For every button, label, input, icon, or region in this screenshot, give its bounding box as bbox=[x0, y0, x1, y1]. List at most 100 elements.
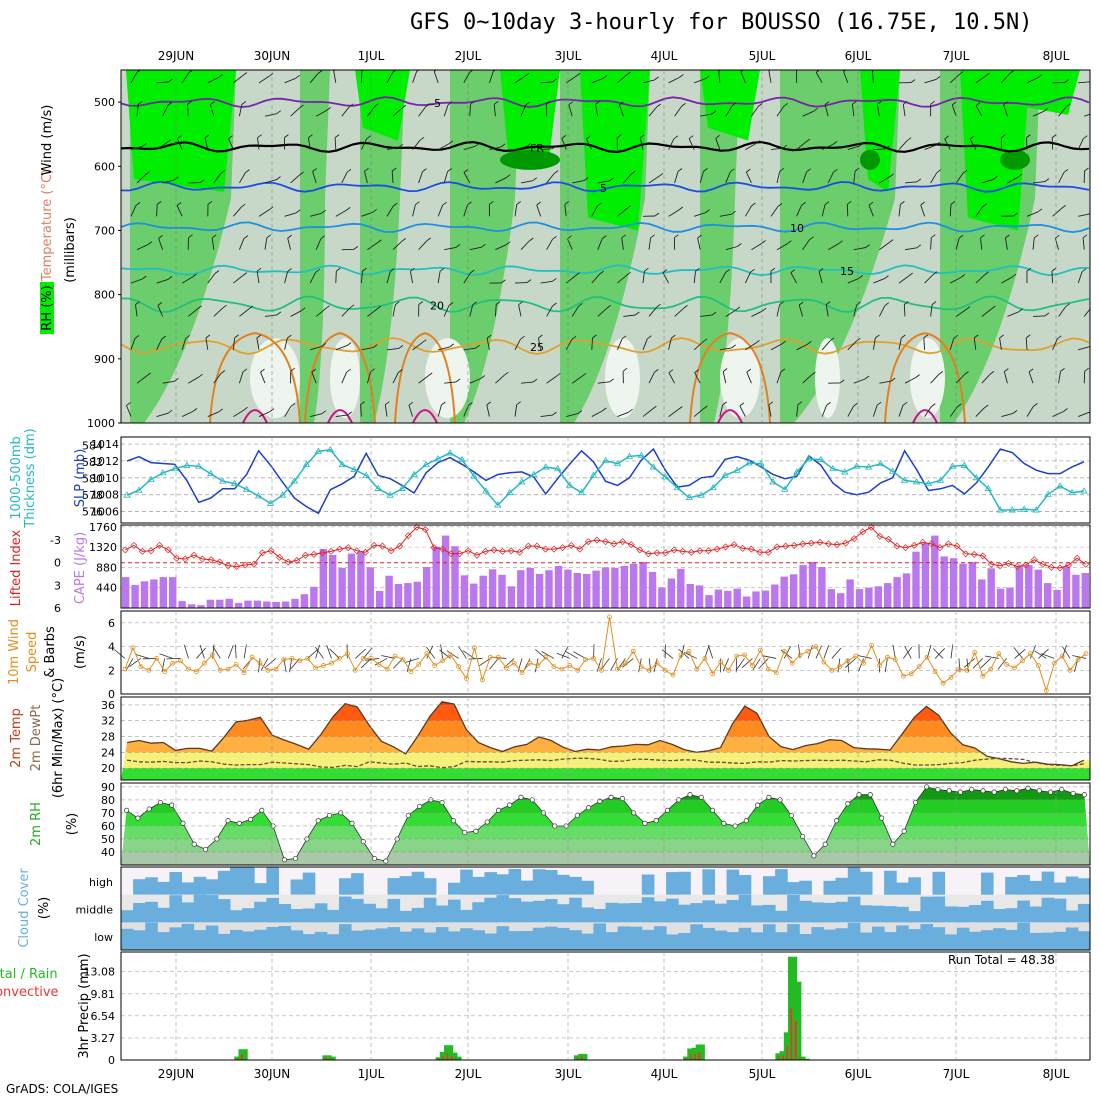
wind-barb bbox=[898, 405, 904, 417]
thickness-marker bbox=[362, 471, 370, 478]
wind-speed-marker bbox=[623, 660, 628, 666]
wind-barb bbox=[264, 113, 277, 117]
wind-barb bbox=[1001, 412, 1014, 418]
wind-barb-flag bbox=[876, 401, 882, 406]
wind-barb bbox=[307, 137, 311, 150]
wind-barb bbox=[264, 314, 277, 317]
wind-barb bbox=[597, 381, 610, 384]
cape-bar bbox=[677, 568, 685, 608]
cloud-block bbox=[593, 923, 606, 950]
cloud-block bbox=[181, 923, 195, 950]
isotherm-line bbox=[121, 264, 1089, 277]
lifted-index-marker bbox=[1047, 563, 1055, 571]
cape-bar bbox=[639, 561, 647, 608]
cloud-block bbox=[678, 904, 691, 923]
wind-barb-flag bbox=[985, 72, 990, 77]
convective-bar bbox=[798, 1058, 801, 1060]
wind-barb-10m bbox=[926, 644, 932, 659]
wind-barb-flag bbox=[248, 305, 254, 310]
cloud-block bbox=[508, 898, 522, 923]
cape-bar bbox=[216, 599, 224, 608]
wind-barb-10m bbox=[1072, 655, 1087, 659]
convective-bar bbox=[446, 1052, 449, 1060]
cape-bar bbox=[169, 577, 177, 608]
cape-bar bbox=[884, 583, 892, 608]
thickness-marker bbox=[506, 488, 514, 496]
wind-barb-10m bbox=[478, 658, 491, 667]
cloud-block bbox=[302, 872, 316, 895]
wind-speed-marker bbox=[551, 664, 557, 670]
cloud-block bbox=[702, 869, 715, 895]
page-title: GFS 0~10day 3-hourly for BOUSSO (16.75E,… bbox=[410, 10, 1033, 35]
date-label-top: 7JUL bbox=[943, 49, 970, 63]
cloud-block bbox=[981, 872, 994, 895]
wind-barb-flag bbox=[825, 301, 831, 305]
thickness-marker bbox=[757, 460, 765, 467]
wind-barb bbox=[287, 237, 292, 250]
cape-bar bbox=[244, 600, 252, 608]
wind-barb-10m bbox=[1040, 653, 1055, 659]
rh-marker bbox=[281, 857, 287, 863]
rh-marker bbox=[969, 786, 975, 793]
cape-bar bbox=[752, 591, 760, 608]
cloud-block bbox=[435, 905, 449, 923]
wind-barb-10m bbox=[858, 658, 865, 672]
wind-tick: 4 bbox=[108, 641, 115, 654]
wind-barb-flag bbox=[205, 334, 211, 339]
wind-barb-flag bbox=[137, 100, 143, 105]
isotherm-line bbox=[121, 180, 1090, 193]
wind-barb-flag bbox=[284, 134, 289, 138]
wind-barb-10m bbox=[798, 644, 801, 659]
lifted-index-marker bbox=[567, 541, 575, 549]
panel-frame bbox=[120, 610, 1091, 695]
rh-marker bbox=[180, 820, 186, 826]
panel-frame bbox=[120, 951, 1091, 1061]
cloud-block bbox=[351, 873, 364, 895]
wind-speed-marker bbox=[209, 652, 215, 658]
wind-barb bbox=[386, 72, 394, 84]
lifted-index-marker bbox=[876, 532, 884, 540]
wind-barb-flag bbox=[207, 200, 213, 205]
wind-barb-flag bbox=[486, 401, 492, 406]
lifted-index-marker bbox=[447, 550, 455, 558]
cloud-block bbox=[399, 931, 413, 950]
wind-barb-10m bbox=[884, 658, 888, 673]
wind-barb bbox=[751, 310, 763, 317]
wind-barb-10m bbox=[680, 644, 685, 659]
thickness-marker bbox=[541, 463, 550, 470]
wind-barb bbox=[1077, 271, 1083, 284]
thickness-tick: 576 bbox=[82, 506, 103, 519]
rh-marker bbox=[586, 805, 592, 811]
wind-barb-flag bbox=[1051, 134, 1057, 138]
cloud-block bbox=[775, 932, 788, 950]
wind-barb bbox=[495, 177, 507, 184]
wind-barb bbox=[924, 144, 936, 151]
precip-tick: 6.54 bbox=[91, 1010, 116, 1023]
cloud-block bbox=[872, 926, 885, 950]
date-label-top: 4JUL bbox=[651, 49, 678, 63]
wind-barb-flag bbox=[146, 372, 151, 377]
wind-barb-flag bbox=[746, 168, 751, 173]
wind-barb-flag bbox=[875, 334, 880, 339]
cloud-block bbox=[557, 874, 570, 895]
wind-speed-marker bbox=[1020, 658, 1025, 664]
wind-barb bbox=[975, 105, 983, 117]
wind-barb-flag bbox=[552, 277, 557, 282]
lifted-index-marker bbox=[1030, 556, 1038, 564]
wind-barb-flag bbox=[578, 302, 583, 307]
wind-speed-marker bbox=[487, 654, 493, 660]
wind-speed-marker bbox=[1051, 660, 1057, 666]
wind-speed-marker bbox=[845, 658, 851, 664]
lifted-tick: 6 bbox=[54, 602, 61, 615]
wind-barb-flag bbox=[220, 370, 226, 374]
wind-barb bbox=[1052, 411, 1064, 417]
wind-barb-flag bbox=[779, 301, 784, 306]
cloud-block bbox=[557, 927, 570, 950]
cloud-block bbox=[750, 932, 764, 950]
warm-isotherm bbox=[304, 332, 376, 423]
rh-tick: 50 bbox=[101, 833, 115, 846]
wind-speed-marker bbox=[471, 645, 477, 651]
cape-bar bbox=[535, 573, 544, 608]
wind-barb bbox=[802, 239, 810, 250]
lifted-index-marker bbox=[507, 547, 515, 555]
